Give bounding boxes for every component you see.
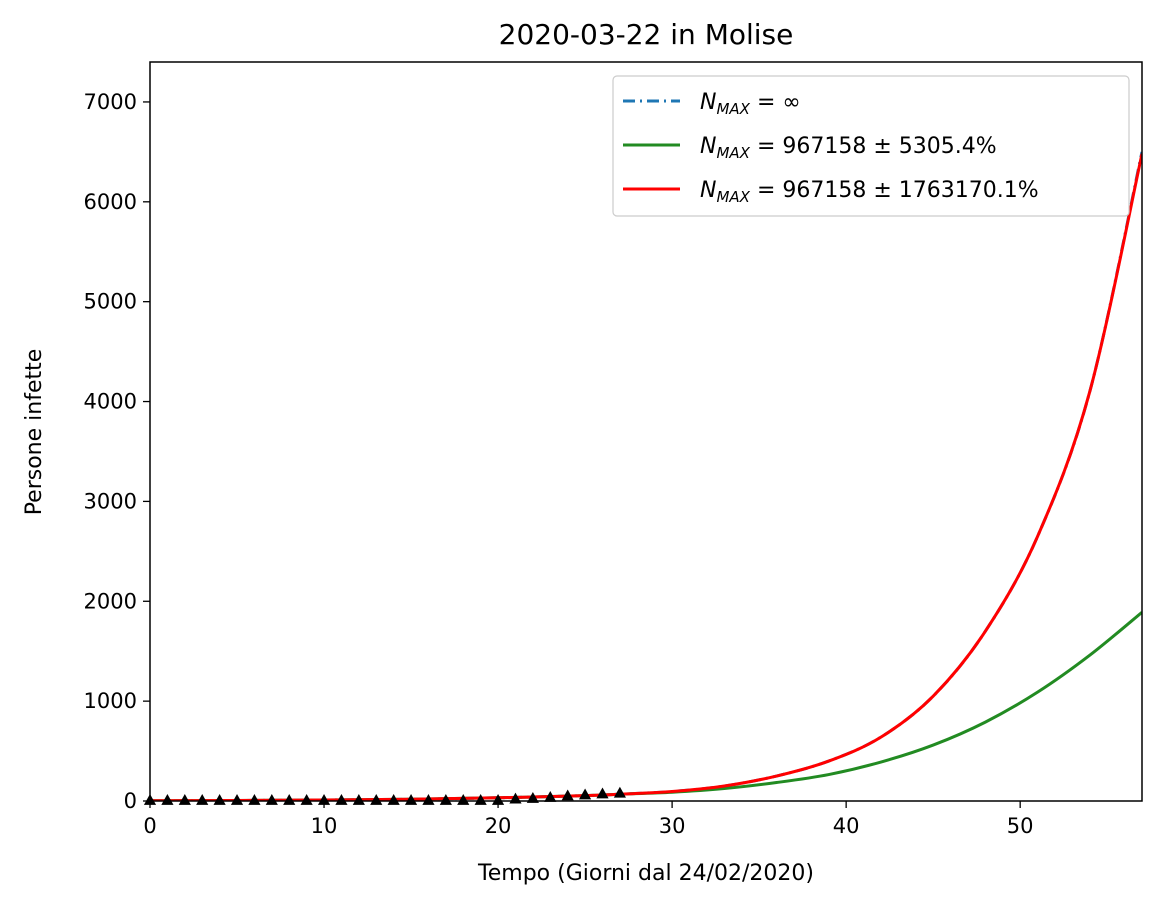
x-tick-label: 50 (1007, 814, 1034, 838)
legend: NMAX = ∞ NMAX = 967158 ± 5305.4% NMAX = 96… (612, 75, 1130, 217)
x-tick-label: 20 (485, 814, 512, 838)
observed-point (265, 794, 278, 805)
observed-point (213, 794, 226, 805)
observed-point (422, 794, 435, 805)
x-axis-label: Tempo (Giorni dal 24/02/2020) (477, 861, 814, 886)
y-tick-label: 6000 (84, 190, 137, 214)
plot-area (143, 61, 1143, 805)
observed-point (561, 789, 574, 801)
observed-point (578, 788, 592, 800)
y-axis: 0 1000 2000 3000 4000 5000 6000 7000 (84, 90, 150, 813)
y-tick-label: 1000 (84, 689, 137, 713)
y-tick-label: 2000 (84, 589, 137, 613)
observed-point (491, 794, 505, 805)
observed-point (404, 794, 418, 805)
observed-point (335, 794, 348, 805)
y-axis-label: Persone infette (22, 349, 47, 516)
observed-point (248, 794, 261, 805)
legend-label-0: NMAX = ∞ (700, 90, 801, 118)
observed-point (230, 794, 244, 805)
observed-point (457, 794, 470, 805)
observed-point (196, 794, 209, 805)
series-line-0 (150, 151, 1142, 801)
observed-point (613, 786, 626, 798)
series-line-2 (150, 153, 1142, 801)
x-axis: 0 10 20 30 40 50 (143, 801, 1034, 838)
legend-label-1: NMAX = 967158 ± 5305.4% (700, 134, 997, 162)
legend-box (612, 75, 1130, 217)
x-tick-label: 10 (311, 814, 338, 838)
observed-point (596, 787, 609, 799)
observed-point (526, 792, 539, 803)
x-tick-label: 30 (659, 814, 686, 838)
observed-point (387, 794, 400, 805)
observed-point (544, 791, 557, 802)
legend-label-2: NMAX = 967158 ± 1763170.1% (700, 178, 1039, 206)
observed-point (161, 794, 174, 805)
x-tick-label: 0 (143, 814, 156, 838)
y-tick-label: 0 (124, 789, 137, 813)
observed-point (474, 794, 487, 805)
observed-point (178, 794, 191, 805)
series-layer (150, 151, 1142, 801)
series-line-1 (150, 611, 1142, 801)
y-tick-label: 7000 (84, 90, 137, 114)
observed-point (352, 794, 365, 805)
observed-point (439, 794, 452, 805)
observed-point (283, 794, 296, 805)
x-tick-label: 40 (833, 814, 860, 838)
chart-title: 2020-03-22 in Molise (499, 18, 794, 51)
observed-markers (143, 786, 626, 805)
y-tick-label: 4000 (84, 390, 137, 414)
observed-point (317, 794, 331, 805)
y-tick-label: 5000 (84, 290, 137, 314)
observed-point (370, 794, 383, 805)
y-tick-label: 3000 (84, 489, 137, 513)
observed-point (300, 794, 313, 805)
plot-frame (149, 61, 1143, 802)
